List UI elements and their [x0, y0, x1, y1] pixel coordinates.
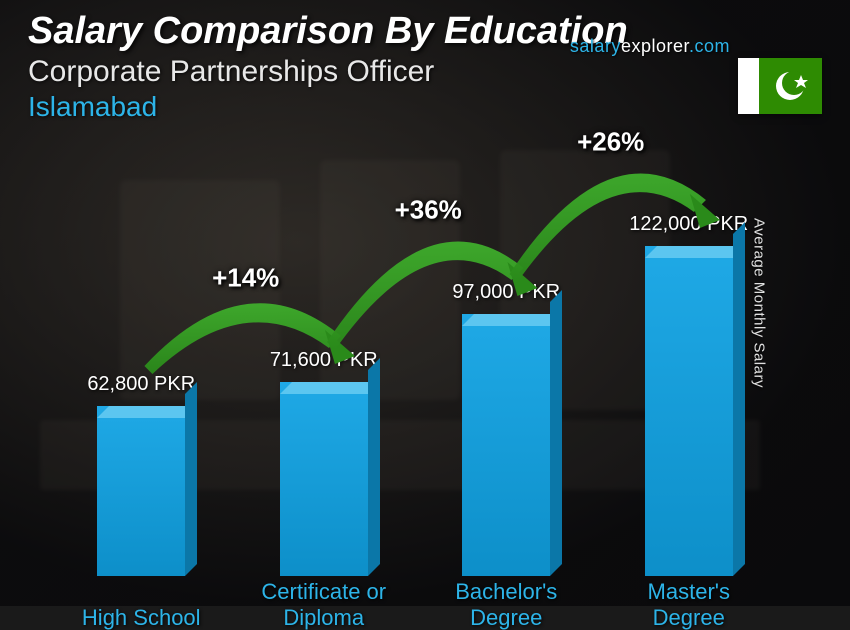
subtitle: Corporate Partnerships Officer [28, 55, 730, 89]
bar-value-label: 97,000 PKR [452, 281, 560, 304]
branding-tld: .com [689, 36, 730, 56]
bar-category-label: High School [51, 605, 231, 630]
increase-pct-label: +26% [577, 127, 644, 158]
flag-icon [738, 58, 822, 114]
bar-category-label: Bachelor's Degree [416, 579, 596, 630]
bar-category-label: Certificate or Diploma [234, 579, 414, 630]
bar-value-label: 71,600 PKR [270, 349, 378, 372]
bar [462, 314, 550, 576]
title-block: Salary Comparison By Education Corporate… [28, 10, 730, 123]
bar-value-label: 62,800 PKR [87, 373, 195, 396]
branding: salaryexplorer.com [570, 36, 730, 57]
bar [645, 246, 733, 576]
bar-slot: 62,800 PKRHigh School [50, 373, 233, 576]
branding-prefix: salary [570, 36, 621, 56]
increase-pct-label: +36% [395, 195, 462, 226]
bar-slot: 71,600 PKRCertificate or Diploma [233, 349, 416, 576]
location-label: Islamabad [28, 91, 730, 123]
bar-slot: 122,000 PKRMaster's Degree [598, 213, 781, 576]
bar [97, 406, 185, 576]
bar-slot: 97,000 PKRBachelor's Degree [415, 281, 598, 576]
bar-category-label: Master's Degree [599, 579, 779, 630]
bar-value-label: 122,000 PKR [629, 213, 748, 236]
branding-suffix: explorer [621, 36, 689, 56]
increase-pct-label: +14% [212, 263, 279, 294]
bar [280, 382, 368, 576]
